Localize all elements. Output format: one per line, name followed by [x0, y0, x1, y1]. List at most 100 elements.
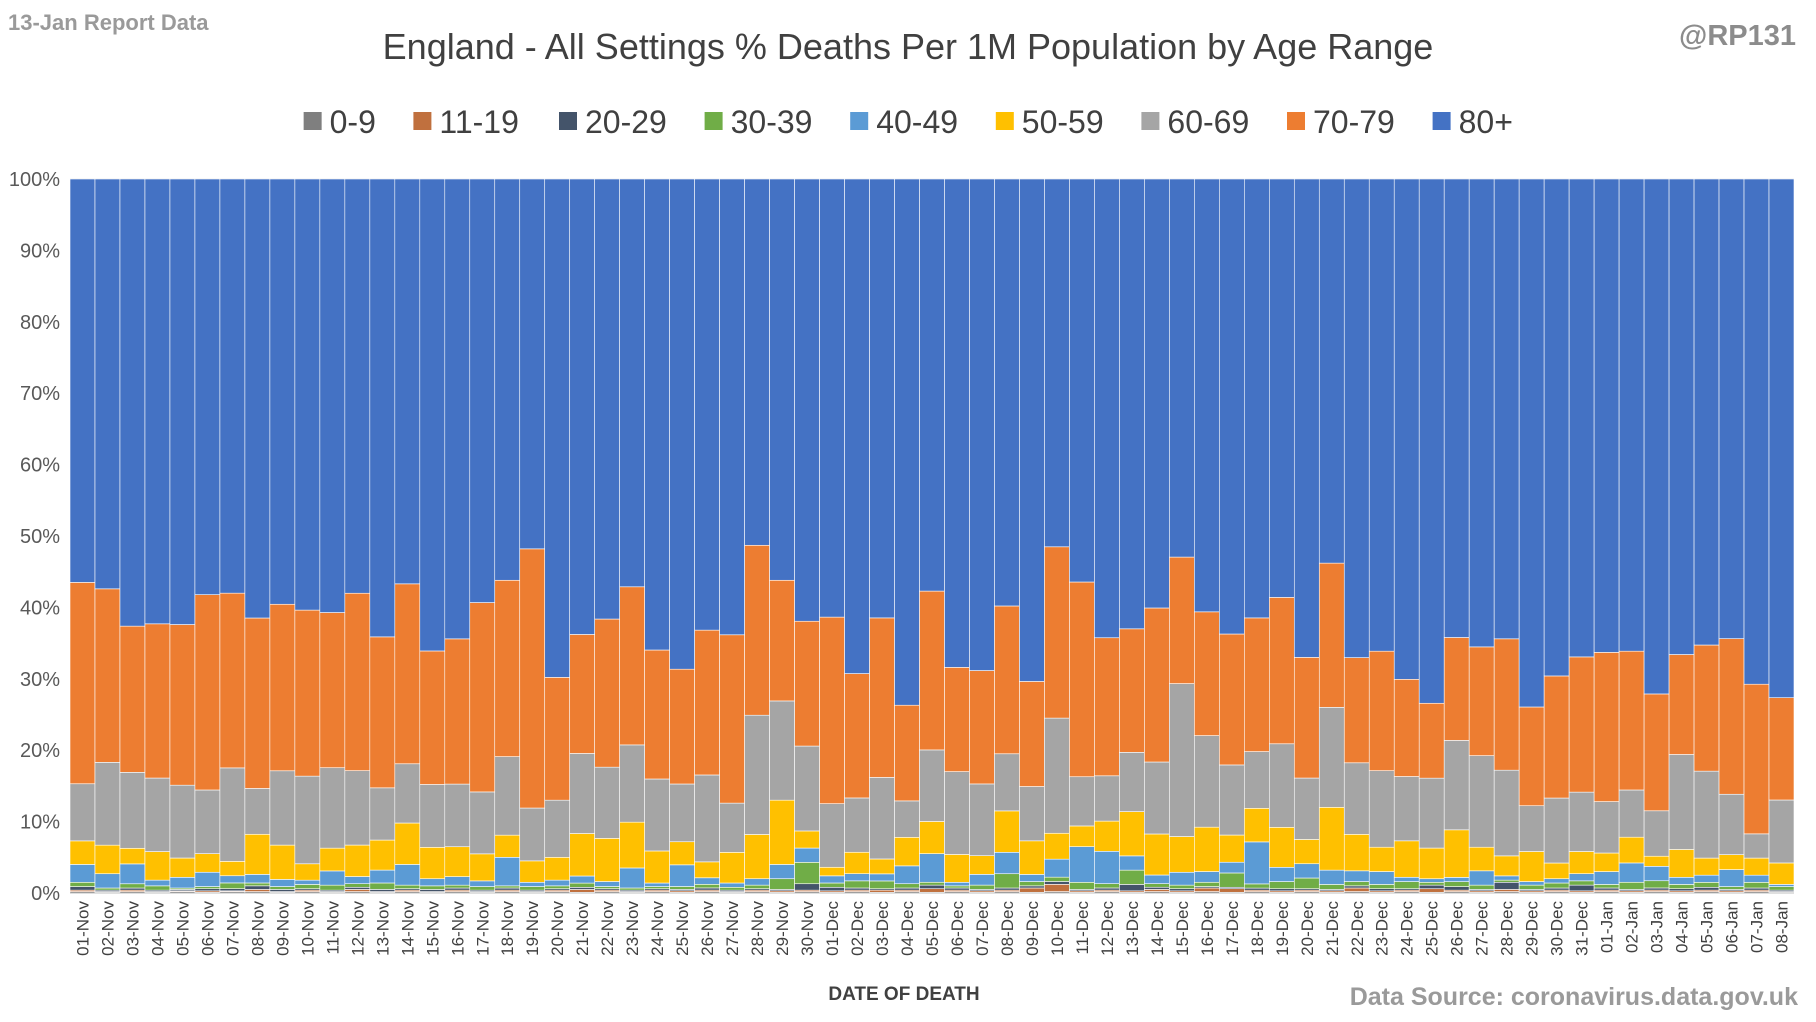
bar-segment-80+ [1169, 178, 1195, 558]
bar-segment-70-79 [219, 592, 246, 769]
x-tick-label: 27-Dec [1473, 901, 1492, 956]
bar-segment-60-69 [419, 784, 446, 848]
x-tick-label: 09-Nov [273, 901, 292, 956]
bar-segment-30-39 [1194, 881, 1220, 887]
bar-segment-40-49 [419, 878, 446, 887]
x-tick-label: 25-Dec [1423, 901, 1442, 956]
x-tick-label: 01-Jan [1598, 901, 1617, 953]
bar-segment-60-69 [1618, 789, 1645, 838]
bar-segment-30-39 [544, 885, 571, 890]
bar-segment-20-29 [994, 887, 1020, 891]
bar-segment-50-59 [1693, 857, 1720, 876]
bar-segment-50-59 [1493, 855, 1520, 877]
x-tick-label: 06-Dec [948, 901, 967, 956]
bar-segment-60-69 [1019, 786, 1045, 842]
bar-segment-40-49 [644, 882, 670, 887]
bar-segment-20-29 [1269, 888, 1295, 892]
bar-segment-50-59 [844, 851, 870, 875]
bar-segment-70-79 [319, 612, 346, 769]
bar-segment-30-39 [1044, 876, 1070, 882]
bar-segment-60-69 [1368, 770, 1395, 848]
legend-swatch [413, 112, 432, 130]
bar-segment-70-79 [1318, 562, 1345, 708]
bar-stack-17-nov [469, 178, 496, 894]
bar-segment-80+ [394, 178, 421, 585]
x-tick-label: 24-Dec [1398, 901, 1417, 956]
bar-segment-60-69 [1293, 777, 1320, 840]
bar-stack-12-nov [344, 178, 371, 894]
bar-segment-60-69 [344, 770, 371, 846]
x-tick-label: 09-Dec [1023, 901, 1042, 956]
bar-stack-03-dec [869, 178, 895, 894]
x-tick-label: 12-Dec [1098, 901, 1117, 956]
bar-segment-50-59 [1418, 847, 1445, 880]
bar-segment-80+ [544, 178, 571, 678]
bar-segment-60-69 [644, 778, 670, 852]
bar-segment-60-69 [1244, 751, 1270, 809]
bar-segment-60-69 [1693, 770, 1720, 859]
x-tick-label: 23-Dec [1373, 901, 1392, 956]
x-tick-label: 17-Dec [1223, 901, 1242, 956]
bar-segment-80+ [919, 178, 945, 592]
bar-segment-50-59 [1044, 832, 1070, 860]
x-tick-label: 02-Jan [1623, 901, 1642, 953]
bar-segment-70-79 [269, 603, 296, 772]
bar-segment-70-79 [1094, 637, 1120, 777]
bar-stack-12-dec [1094, 178, 1120, 894]
bar-segment-30-39 [94, 887, 121, 891]
bar-stack-22-nov [594, 178, 620, 894]
legend-swatch [1141, 112, 1160, 130]
bar-segment-11-19 [1493, 889, 1520, 892]
bar-segment-30-39 [919, 881, 945, 886]
bar-segment-80+ [1293, 178, 1320, 658]
bar-segment-60-69 [544, 799, 571, 858]
bar-segment-60-69 [369, 787, 396, 841]
bar-stack-18-dec [1244, 178, 1270, 894]
bar-segment-40-49 [1119, 855, 1145, 871]
bar-segment-20-29 [219, 888, 246, 892]
bar-stack-15-dec [1169, 178, 1195, 894]
bar-segment-20-29 [344, 886, 371, 890]
bar-segment-50-59 [1543, 862, 1570, 880]
bar-segment-70-79 [894, 704, 920, 802]
bar-segment-30-39 [1718, 886, 1745, 890]
y-tick-label: 40% [20, 597, 60, 619]
legend-item-20-29: 20-29 [559, 104, 667, 140]
bar-segment-40-49 [669, 864, 695, 887]
bar-segment-80+ [794, 178, 820, 622]
bar-segment-70-79 [144, 623, 171, 779]
legend-swatch [559, 112, 577, 130]
bar-segment-70-79 [494, 579, 521, 757]
bar-segment-70-79 [1044, 546, 1070, 719]
bar-stack-08-nov [244, 178, 271, 894]
bar-segment-80+ [344, 178, 371, 594]
bar-segment-70-79 [1219, 633, 1245, 766]
bar-segment-11-19 [1194, 887, 1220, 892]
bar-segment-30-39 [519, 886, 546, 891]
x-tick-label: 07-Dec [973, 901, 992, 956]
bar-stack-15-nov [419, 178, 446, 894]
bar-stack-16-dec [1194, 178, 1220, 894]
legend-label: 60-69 [1167, 104, 1249, 140]
bar-segment-80+ [494, 178, 521, 581]
bar-segment-40-49 [1219, 861, 1245, 874]
bar-segment-40-49 [794, 847, 820, 863]
bar-segment-40-49 [944, 881, 970, 887]
bar-stack-06-jan [1718, 178, 1745, 894]
legend-item-0-9: 0-9 [303, 104, 376, 140]
legend-label: 30-39 [731, 104, 813, 140]
bar-segment-20-29 [1368, 888, 1395, 892]
bar-segment-20-29 [1643, 887, 1670, 891]
bar-segment-20-29 [1593, 887, 1620, 891]
bar-segment-20-29 [1169, 888, 1195, 892]
data-source-note: Data Source: coronavirus.data.gov.uk [1349, 983, 1798, 1011]
bar-segment-60-69 [744, 714, 770, 835]
bar-segment-60-69 [144, 777, 171, 852]
bar-segment-50-59 [719, 852, 745, 884]
bar-segment-70-79 [294, 609, 321, 777]
bar-stack-03-nov [119, 178, 146, 894]
bar-segment-50-59 [544, 856, 571, 881]
bar-segment-70-79 [1293, 657, 1320, 779]
bar-segment-30-39 [394, 884, 421, 890]
bar-segment-40-49 [619, 867, 645, 889]
